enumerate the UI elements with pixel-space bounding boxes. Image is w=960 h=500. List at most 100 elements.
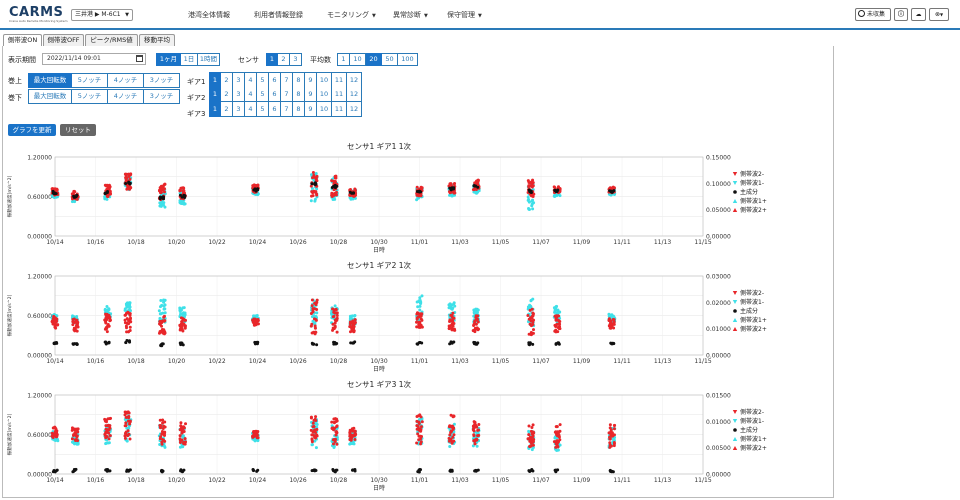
- range-1day-button[interactable]: 1日: [181, 53, 198, 66]
- x-tick-label: 11/15: [694, 239, 711, 246]
- gear2-order-9-button[interactable]: 9: [305, 87, 317, 102]
- nav-maintenance[interactable]: 保守管理 ▼: [447, 11, 482, 19]
- sideband2-point: [52, 322, 56, 326]
- gear2-order-2-button[interactable]: 2: [221, 87, 233, 102]
- avg-100-button[interactable]: 100: [398, 53, 418, 66]
- gear1-order-7-button[interactable]: 7: [281, 72, 293, 88]
- nav-port-overview[interactable]: 港湾全体情報: [188, 11, 230, 19]
- gear3-order-9-button[interactable]: 9: [305, 102, 317, 117]
- reset-button[interactable]: リセット: [60, 124, 96, 136]
- hoist-down-notch3-button[interactable]: 3ノッチ: [144, 89, 180, 104]
- calendar-icon[interactable]: [136, 55, 143, 62]
- range-1hour-button[interactable]: 1時間: [198, 53, 220, 66]
- sideband2-point: [472, 420, 476, 424]
- hoist-down-max-rpm-button[interactable]: 最大回転数: [28, 89, 72, 104]
- hoist-up-notch3-button[interactable]: 3ノッチ: [144, 73, 180, 88]
- gear1-order-5-button[interactable]: 5: [257, 72, 269, 88]
- gear2-order-5-button[interactable]: 5: [257, 87, 269, 102]
- main-component-point: [73, 468, 77, 472]
- sideband1-point: [162, 444, 166, 448]
- gear1-order-10-button[interactable]: 10: [317, 72, 332, 88]
- weather-button[interactable]: ☁: [911, 8, 926, 21]
- gear1-order-3-button[interactable]: 3: [233, 72, 245, 88]
- avg-1-button[interactable]: 1: [337, 53, 350, 66]
- gear3-order-8-button[interactable]: 8: [293, 102, 305, 117]
- avg-20-button[interactable]: 20: [366, 53, 382, 66]
- gear1-order-4-button[interactable]: 4: [245, 72, 257, 88]
- avg-10-button[interactable]: 10: [350, 53, 366, 66]
- gear2-order-12-button[interactable]: 12: [347, 87, 362, 102]
- hoist-down-notch4-button[interactable]: 4ノッチ: [108, 89, 144, 104]
- sideband2-point: [180, 431, 184, 435]
- update-graph-button[interactable]: グラフを更新: [8, 124, 56, 136]
- sideband2-point: [331, 322, 335, 326]
- gear3-order-1-button[interactable]: 1: [209, 102, 221, 117]
- hoist-up-notch5-button[interactable]: 5ノッチ: [72, 73, 108, 88]
- sideband1-point: [315, 187, 319, 191]
- gear3-order-6-button[interactable]: 6: [269, 102, 281, 117]
- carms-logo[interactable]: CARMS Crane Auto Remote Monitoring Syste…: [9, 6, 68, 26]
- main-component-point: [75, 342, 79, 346]
- site-select[interactable]: 三井港 ▶ M-6C1 ▼: [71, 9, 133, 21]
- tab-sideband-off[interactable]: 側帯波OFF: [43, 34, 84, 46]
- gear2-order-11-button[interactable]: 11: [332, 87, 347, 102]
- hoist-up-max-rpm-button[interactable]: 最大回転数: [28, 73, 72, 88]
- sensor-1-button[interactable]: 1: [266, 53, 278, 66]
- gear1-order-9-button[interactable]: 9: [305, 72, 317, 88]
- tab-sideband-on[interactable]: 側帯波ON: [3, 34, 42, 46]
- sideband2-point: [352, 325, 356, 329]
- gear2-order-1-button[interactable]: 1: [209, 87, 221, 102]
- sideband2-point: [554, 445, 558, 449]
- user-menu-button[interactable]: ⊗▼: [929, 8, 949, 21]
- gear3-order-7-button[interactable]: 7: [281, 102, 293, 117]
- gear3-order-2-button[interactable]: 2: [221, 102, 233, 117]
- y2-tick-label: 0.05000: [706, 207, 731, 214]
- sideband2-point: [448, 318, 452, 322]
- sensor-3-button[interactable]: 3: [290, 53, 302, 66]
- sideband2-point: [254, 434, 258, 438]
- uncollected-button[interactable]: 未収集: [855, 8, 891, 21]
- gear1-order-8-button[interactable]: 8: [293, 72, 305, 88]
- gear2-order-6-button[interactable]: 6: [269, 87, 281, 102]
- hoist-up-notch4-button[interactable]: 4ノッチ: [108, 73, 144, 88]
- gear3-order-11-button[interactable]: 11: [332, 102, 347, 117]
- range-button-group: 1ヶ月 1日 1時間: [156, 53, 220, 66]
- y2-tick-label: 0.15000: [706, 155, 731, 162]
- sideband2-point: [313, 326, 317, 330]
- gear2-order-4-button[interactable]: 4: [245, 87, 257, 102]
- gear3-order-4-button[interactable]: 4: [245, 102, 257, 117]
- tab-moving-average[interactable]: 移動平均: [139, 34, 175, 46]
- avg-50-button[interactable]: 50: [382, 53, 398, 66]
- gear-selector-grid: 1 2 3 4 5 6 7 8 9 10 11 12 1 2 3 4 5 6 7 8 9 10 11 12 1 2 3 4 5 6 7 8 9 1…: [209, 72, 362, 117]
- chevron-down-icon: ▼: [372, 13, 376, 19]
- sideband2-point: [330, 192, 334, 196]
- sideband1-point: [314, 446, 318, 450]
- sideband2-point: [312, 428, 316, 432]
- nav-monitoring[interactable]: モニタリング ▼: [327, 11, 376, 19]
- nav-user-registration[interactable]: 利用者情報登録: [254, 11, 303, 19]
- gear3-order-3-button[interactable]: 3: [233, 102, 245, 117]
- main-component-point: [449, 469, 453, 473]
- hoist-down-notch5-button[interactable]: 5ノッチ: [72, 89, 108, 104]
- gear2-order-7-button[interactable]: 7: [281, 87, 293, 102]
- gear2-order-10-button[interactable]: 10: [317, 87, 332, 102]
- gear1-order-12-button[interactable]: 12: [347, 72, 362, 88]
- gear1-order-2-button[interactable]: 2: [221, 72, 233, 88]
- sensor-2-button[interactable]: 2: [278, 53, 290, 66]
- range-1month-button[interactable]: 1ヶ月: [156, 53, 181, 66]
- gear1-order-11-button[interactable]: 11: [332, 72, 347, 88]
- info-button[interactable]: ⓘ: [894, 8, 908, 21]
- sideband2-point: [552, 185, 556, 189]
- gear1-order-1-button[interactable]: 1: [209, 72, 221, 88]
- tab-peak-rms[interactable]: ピーク/RMS値: [85, 34, 138, 46]
- sideband2-point: [106, 187, 110, 191]
- gear1-order-6-button[interactable]: 6: [269, 72, 281, 88]
- sideband2-point: [162, 190, 166, 194]
- gear3-order-10-button[interactable]: 10: [317, 102, 332, 117]
- gear2-order-8-button[interactable]: 8: [293, 87, 305, 102]
- gear2-order-3-button[interactable]: 3: [233, 87, 245, 102]
- gear3-order-5-button[interactable]: 5: [257, 102, 269, 117]
- period-date-input[interactable]: 2022/11/14 09:01: [42, 53, 146, 65]
- nav-anomaly-diagnosis[interactable]: 異常診断 ▼: [393, 11, 428, 19]
- gear3-order-12-button[interactable]: 12: [347, 102, 362, 117]
